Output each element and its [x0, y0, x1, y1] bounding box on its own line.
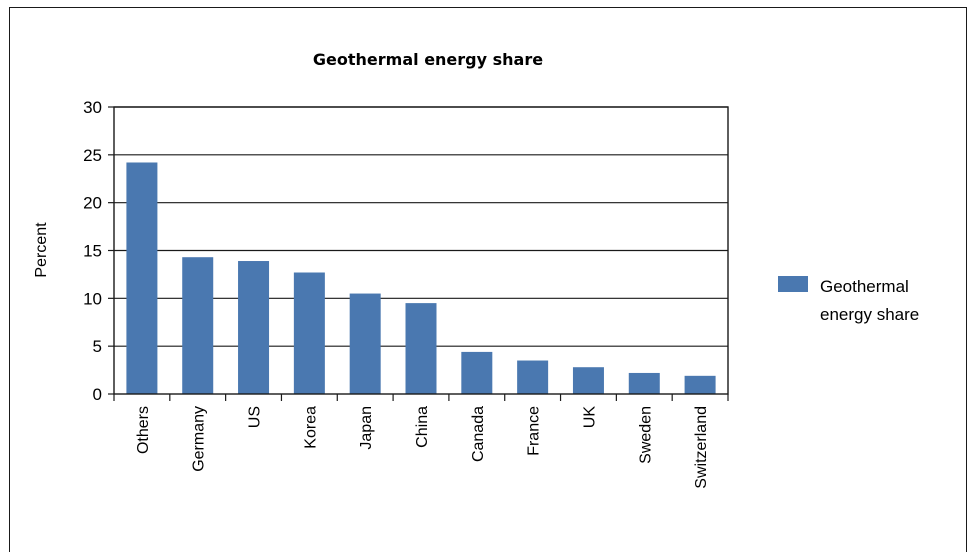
y-axis-label: Percent: [33, 222, 50, 278]
y-tick-labels: 0 5 10 15 20 25 30: [83, 98, 102, 404]
chart-title: Geothermal energy share: [313, 50, 543, 69]
y-tick-label: 30: [83, 98, 102, 117]
legend-label-line-1: Geothermal: [820, 277, 909, 296]
bar: [126, 162, 158, 394]
legend: Geothermal energy share: [778, 276, 919, 324]
legend-label-line-2: energy share: [820, 305, 919, 324]
x-tick-label: Germany: [191, 406, 208, 472]
bars: [126, 162, 716, 394]
x-tick-label: France: [526, 406, 543, 456]
x-tick-label: China: [414, 406, 431, 448]
bar: [461, 351, 493, 394]
y-tick-label: 10: [83, 289, 102, 308]
bar: [293, 272, 325, 394]
x-tick-label: Switzerland: [693, 406, 710, 489]
bar: [182, 257, 214, 394]
y-tick-label: 5: [93, 337, 102, 356]
y-tick-label: 15: [83, 242, 102, 261]
axes: [108, 106, 729, 401]
bar: [572, 367, 604, 394]
legend-swatch: [778, 276, 808, 292]
bar: [238, 261, 270, 394]
bar: [628, 372, 660, 394]
x-tick-label: Others: [135, 406, 152, 454]
y-tick-label: 20: [83, 194, 102, 213]
x-tick-label: Korea: [302, 406, 319, 449]
bar: [349, 293, 381, 394]
x-tick-label: US: [247, 406, 264, 428]
y-tick-label: 25: [83, 146, 102, 165]
x-tick-label: Japan: [358, 406, 375, 450]
x-tick-label: Sweden: [637, 406, 654, 464]
x-tick-labels: Others Germany US Korea Japan China Canada Fran…: [135, 406, 710, 489]
y-tick-label: 0: [93, 385, 102, 404]
x-tick-label: Canada: [470, 406, 487, 462]
bar: [517, 360, 549, 394]
bar: [684, 375, 716, 394]
x-tick-label: UK: [581, 406, 598, 429]
bar: [405, 303, 437, 394]
plot-area-border: [113, 106, 729, 395]
